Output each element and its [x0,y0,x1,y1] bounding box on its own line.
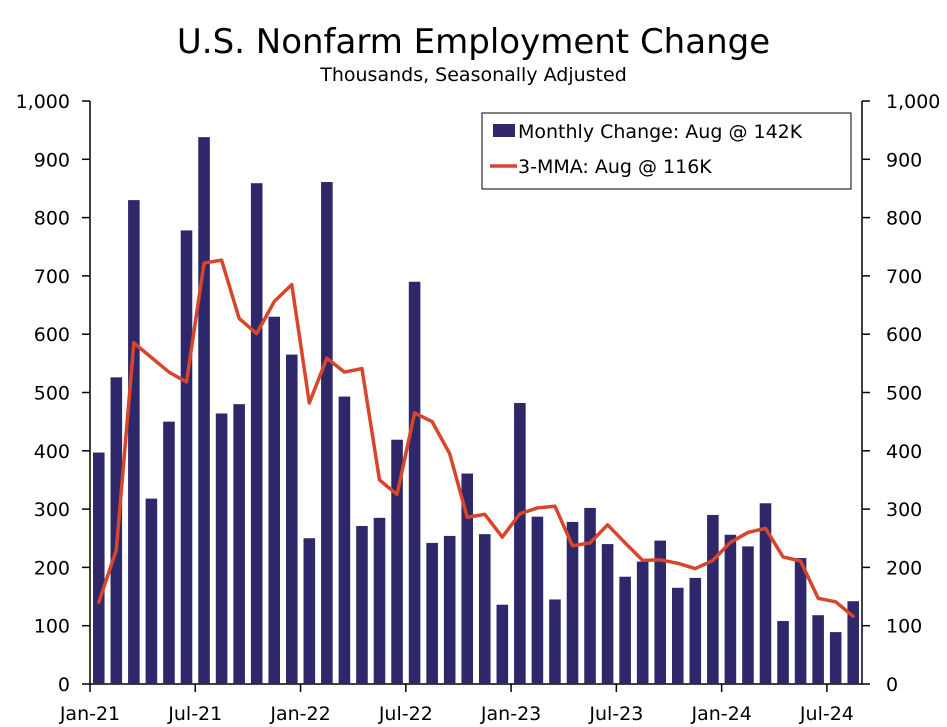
bar-series [92,137,860,685]
bar [233,404,245,684]
y-tick-label-right: 400 [886,441,922,463]
chart-title: U.S. Nonfarm Employment Change [176,22,771,62]
bar [461,473,474,684]
legend-box [481,112,852,190]
x-tick-label: Jul-21 [167,703,222,725]
bar [707,514,719,684]
x-tick-label: Jan-23 [480,703,541,725]
bar [408,281,421,684]
bar [338,396,351,684]
bar [689,577,702,684]
axes: 0 0 100 100 200 200 300 300 400 400 500 500 600 600 70… [16,91,941,725]
x-tick-label: Jan-21 [59,703,120,725]
bar [724,534,737,684]
x-tick-label: Jan-22 [269,703,330,725]
y-tick-label-right: 600 [886,324,922,346]
bar [654,540,667,684]
bar [391,439,403,684]
y-tick-label-right: 100 [886,616,922,638]
bar [198,137,210,684]
legend: Monthly Change: Aug @ 142K 3-MMA: Aug @ … [481,112,852,190]
bar [636,561,649,684]
bar [373,517,386,684]
y-tick-label-left: 800 [34,208,70,230]
bar [566,521,579,684]
bar [356,526,368,684]
bar [759,503,772,684]
bar [601,544,614,684]
bar [496,604,509,684]
bar [531,516,544,684]
bar [285,354,298,684]
bar [812,615,824,684]
legend-bar-label: Monthly Change: Aug @ 142K [518,121,803,143]
y-tick-label-left: 100 [34,616,70,638]
y-tick-label-left: 400 [34,441,70,463]
bar [847,601,860,684]
y-tick-label-left: 0 [58,674,70,696]
bar [671,587,684,684]
bar [584,507,596,684]
bar [145,498,158,684]
line-3mma [97,258,855,619]
bar [303,538,316,684]
bar [549,599,561,684]
bar [92,452,105,684]
y-tick-label-right: 1,000 [886,91,940,113]
bar [128,200,140,685]
bar [619,576,631,684]
y-tick-label-left: 700 [34,266,70,288]
y-tick-label-right: 0 [886,674,898,696]
y-tick-label-left: 900 [34,149,70,171]
y-tick-label-left: 600 [34,324,70,346]
y-tick-label-right: 800 [886,208,922,230]
bar [742,546,754,684]
bar [478,534,491,684]
legend-line-label: 3-MMA: Aug @ 116K [518,156,712,178]
bar [163,421,175,684]
y-tick-label-right: 200 [886,557,922,579]
bar [426,542,438,684]
y-tick-label-right: 900 [886,149,922,171]
y-tick-label-right: 500 [886,383,922,405]
bar [829,632,842,684]
line-series [97,258,855,619]
y-tick-label-left: 200 [34,557,70,579]
y-tick-label-left: 300 [34,499,70,521]
bar [443,535,456,684]
bar [250,183,263,684]
bar [268,316,281,684]
y-tick-label-left: 1,000 [16,91,70,113]
bar [514,402,526,684]
bar [180,230,193,684]
bar [215,413,228,684]
x-tick-label: Jan-24 [690,703,751,725]
chart-subtitle: Thousands, Seasonally Adjusted [320,64,627,86]
y-tick-label-left: 500 [34,383,70,405]
legend-bar-swatch [493,124,515,137]
bar [777,621,789,684]
bar [794,558,807,684]
x-tick-label: Jul-24 [799,703,854,725]
x-tick-label: Jul-22 [378,703,433,725]
y-tick-label-right: 700 [886,266,922,288]
x-tick-label: Jul-23 [588,703,643,725]
y-tick-label-right: 300 [886,499,922,521]
bar [321,182,333,685]
